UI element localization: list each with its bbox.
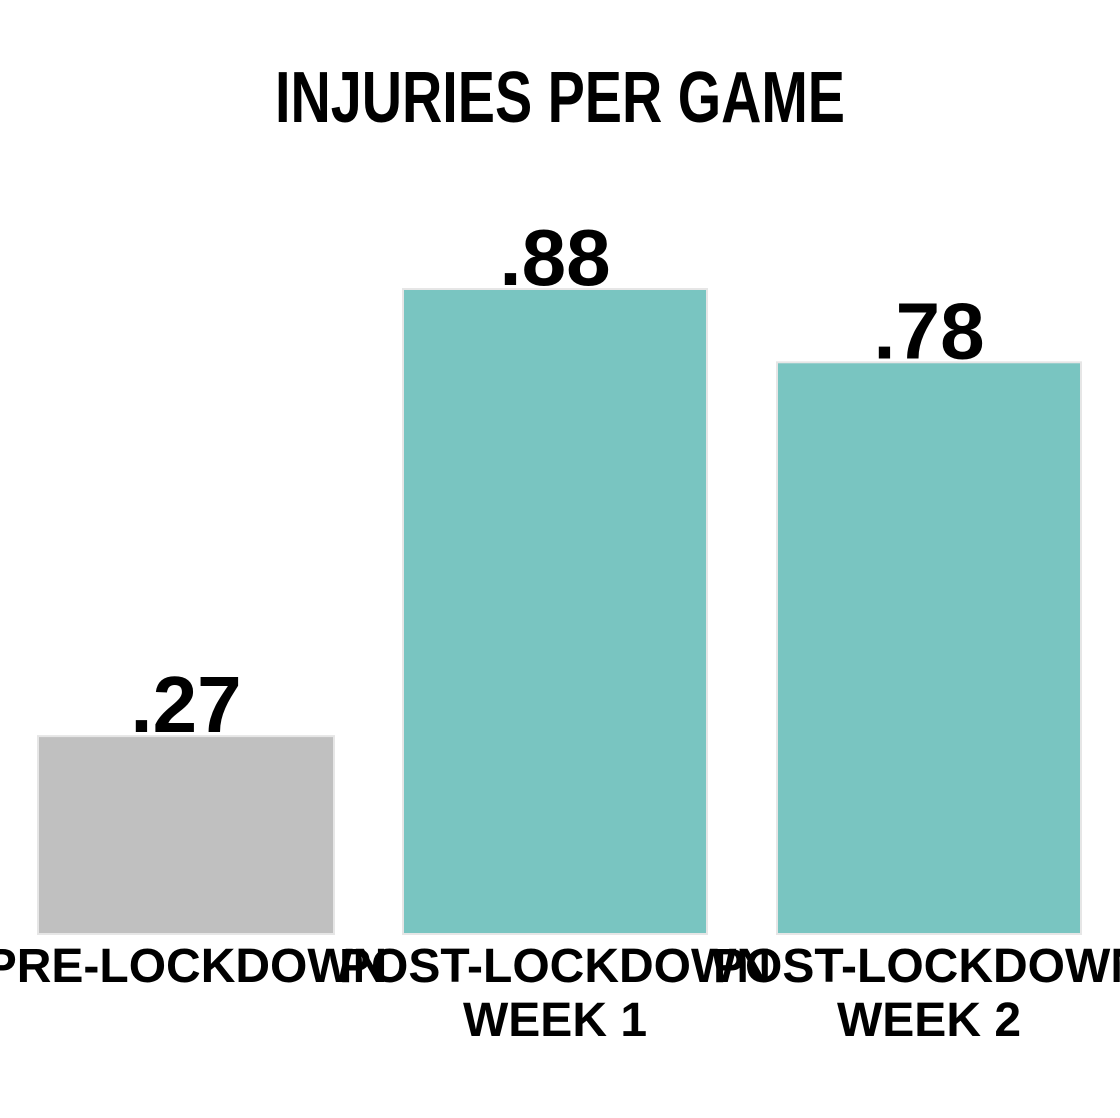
category-label-3-line-1: POST-LOCKDOWN — [713, 940, 1120, 993]
bars-layer — [37, 288, 1082, 936]
bar-1 — [37, 735, 335, 936]
bar-2 — [402, 288, 708, 935]
category-label-2-line-2: WEEK 1 — [463, 994, 647, 1047]
value-labels-layer: .27 .88 .78 — [130, 213, 984, 749]
category-label-3-line-2: WEEK 2 — [837, 994, 1021, 1047]
chart-title: INJURIES PER GAME — [275, 58, 845, 138]
category-label-2-line-1: POST-LOCKDOWN — [339, 940, 771, 993]
category-label-1-line-1: PRE-LOCKDOWN — [0, 940, 387, 993]
value-label-1: .27 — [130, 660, 241, 749]
value-label-2: .88 — [499, 213, 610, 302]
value-label-3: .78 — [873, 286, 984, 375]
bar-3 — [776, 361, 1082, 935]
